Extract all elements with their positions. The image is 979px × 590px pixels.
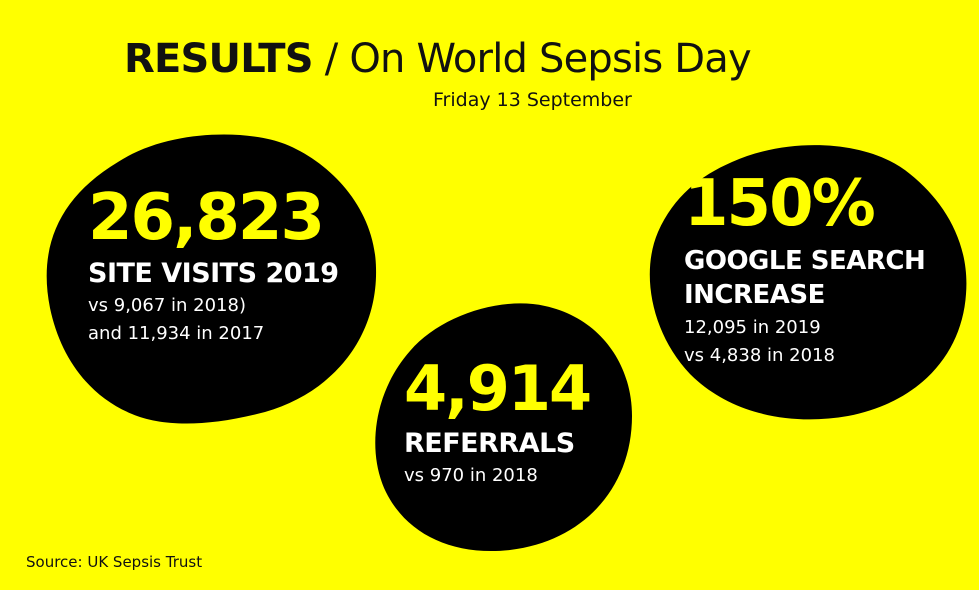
stat-referrals: 4,914 REFERRALS vs 970 in 2018 xyxy=(404,352,592,490)
stat-number: 26,823 xyxy=(88,181,325,255)
stat-label: REFERRALS xyxy=(404,428,575,459)
stat-number: 4,914 xyxy=(404,352,592,425)
stat-number: 150% xyxy=(684,167,876,241)
stat-label: GOOGLE SEARCH xyxy=(684,246,926,276)
stat-detail: and 11,934 in 2017 xyxy=(88,323,265,344)
source-note: Source: UK Sepsis Trust xyxy=(26,553,203,571)
stat-blob-site-visits xyxy=(46,134,377,424)
stat-detail: vs 4,838 in 2018 xyxy=(684,345,835,366)
stat-google-search: 150% GOOGLE SEARCH INCREASE 12,095 in 20… xyxy=(684,167,926,370)
stat-blob-google xyxy=(649,145,967,420)
stat-blob-referrals xyxy=(375,303,632,552)
title-bold: RESULTS xyxy=(124,36,314,82)
stat-site-visits: 26,823 SITE VISITS 2019 vs 9,067 in 2018… xyxy=(88,182,339,348)
title-rest: On World Sepsis Day xyxy=(349,36,751,82)
stat-detail: vs 9,067 in 2018) xyxy=(88,295,246,316)
title-separator: / xyxy=(324,36,338,82)
stat-detail: 12,095 in 2019 xyxy=(684,317,821,338)
stat-label: SITE VISITS 2019 xyxy=(88,258,339,289)
page-date: Friday 13 September xyxy=(433,89,632,111)
page-title: RESULTS / On World Sepsis Day xyxy=(124,34,752,84)
stat-detail: vs 970 in 2018 xyxy=(404,465,538,486)
stat-label: INCREASE xyxy=(684,280,825,310)
